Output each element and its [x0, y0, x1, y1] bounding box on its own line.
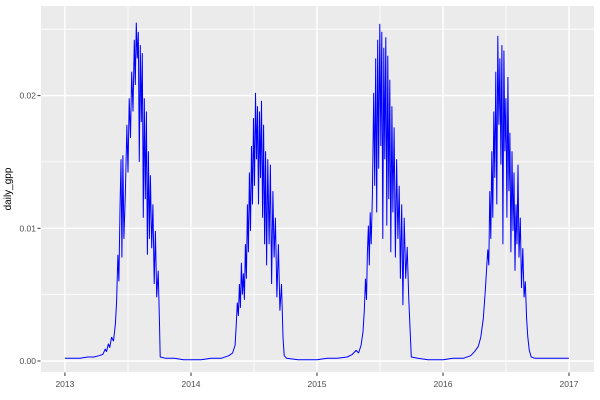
y-axis-tick-label: 0.00 — [19, 356, 36, 366]
x-axis-tick-label: 2016 — [434, 379, 453, 389]
x-axis-tick-label: 2013 — [55, 379, 74, 389]
y-axis-tick-label: 0.02 — [19, 91, 36, 101]
y-axis-tick-label: 0.01 — [19, 223, 36, 233]
x-axis-tick-label: 2017 — [560, 379, 579, 389]
gpp-line-series — [64, 22, 569, 361]
y-axis-title: daily_gpp — [3, 167, 14, 210]
x-axis-tick-label: 2015 — [308, 379, 327, 389]
x-axis-tick-label: 2014 — [182, 379, 201, 389]
